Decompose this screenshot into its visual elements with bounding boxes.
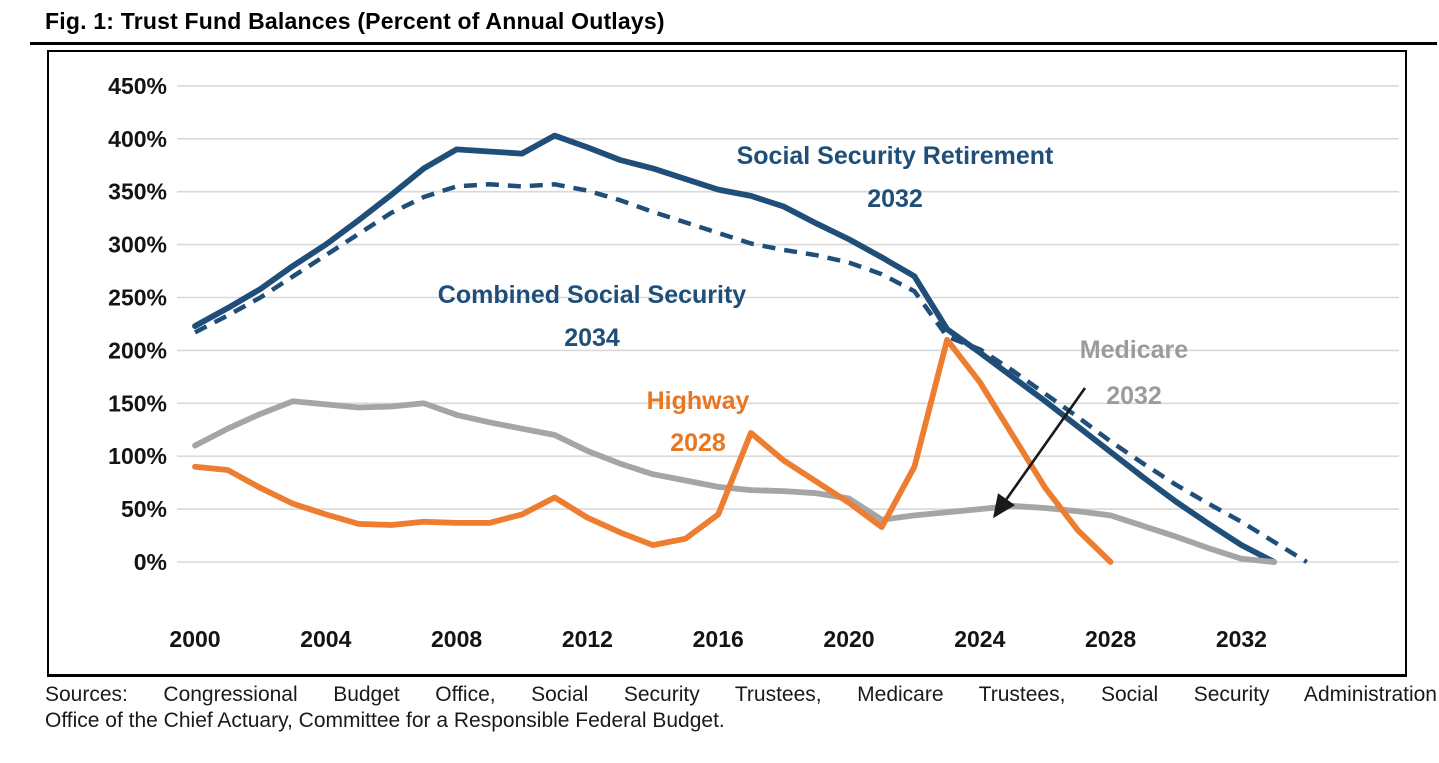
- x-axis-tick-label: 2012: [562, 626, 613, 652]
- chart-svg: 450% 400% 350% 300% 250% 200% 150% 100% 50% 0% 200…: [108, 73, 1399, 652]
- y-axis-tick-label: 250%: [108, 285, 167, 311]
- chart-frame: 450% 400% 350% 300% 250% 200% 150% 100% 50% 0% 200…: [47, 50, 1407, 677]
- sources-line-1: Sources: Congressional Budget Office, So…: [45, 683, 1437, 706]
- x-axis-tick-label: 2008: [431, 626, 482, 652]
- label-combined-social-security-year: 2034: [564, 324, 620, 352]
- label-medicare: Medicare: [1080, 336, 1188, 364]
- y-axis-tick-label: 400%: [108, 126, 167, 152]
- x-axis-tick-label: 2020: [823, 626, 874, 652]
- series-line-social-security-retirement: [192, 132, 1277, 565]
- label-social-security-retirement-year: 2032: [867, 185, 923, 213]
- x-axis-tick-label: 2000: [169, 626, 220, 652]
- y-axis-tick-label: 100%: [108, 443, 167, 469]
- figure-title: Fig. 1: Trust Fund Balances (Percent of …: [45, 8, 665, 34]
- medicare-annotation-arrow: [992, 387, 1087, 519]
- y-axis-tick-label: 50%: [121, 496, 167, 522]
- label-medicare-year: 2032: [1106, 382, 1162, 410]
- y-axis-tick-label: 150%: [108, 390, 167, 416]
- label-highway: Highway: [647, 387, 750, 415]
- label-social-security-retirement: Social Security Retirement: [737, 142, 1054, 170]
- x-axis-tick-label: 2004: [300, 626, 351, 652]
- y-axis-tick-label: 300%: [108, 232, 167, 258]
- y-axis-tick-label: 450%: [108, 73, 167, 99]
- series-line-highway: [192, 336, 1114, 565]
- y-axis-tick-label: 350%: [108, 179, 167, 205]
- x-axis-tick-label: 2032: [1216, 626, 1267, 652]
- x-axis-tick-label: 2016: [693, 626, 744, 652]
- label-highway-year: 2028: [670, 429, 726, 457]
- y-axis-tick-label: 200%: [108, 337, 167, 363]
- sources: Sources: Congressional Budget Office, So…: [45, 682, 1437, 735]
- y-axis-tick-label: 0%: [134, 549, 167, 575]
- sources-line-2: Office of the Chief Actuary, Committee f…: [45, 709, 725, 733]
- x-axis-tick-label: 2024: [954, 626, 1005, 652]
- x-axis-tick-label: 2028: [1085, 626, 1136, 652]
- series-line-combined-social-security: [193, 182, 1308, 564]
- title-underline-rule: [30, 42, 1437, 45]
- label-combined-social-security: Combined Social Security: [438, 281, 747, 309]
- series-line-medicare: [192, 398, 1277, 565]
